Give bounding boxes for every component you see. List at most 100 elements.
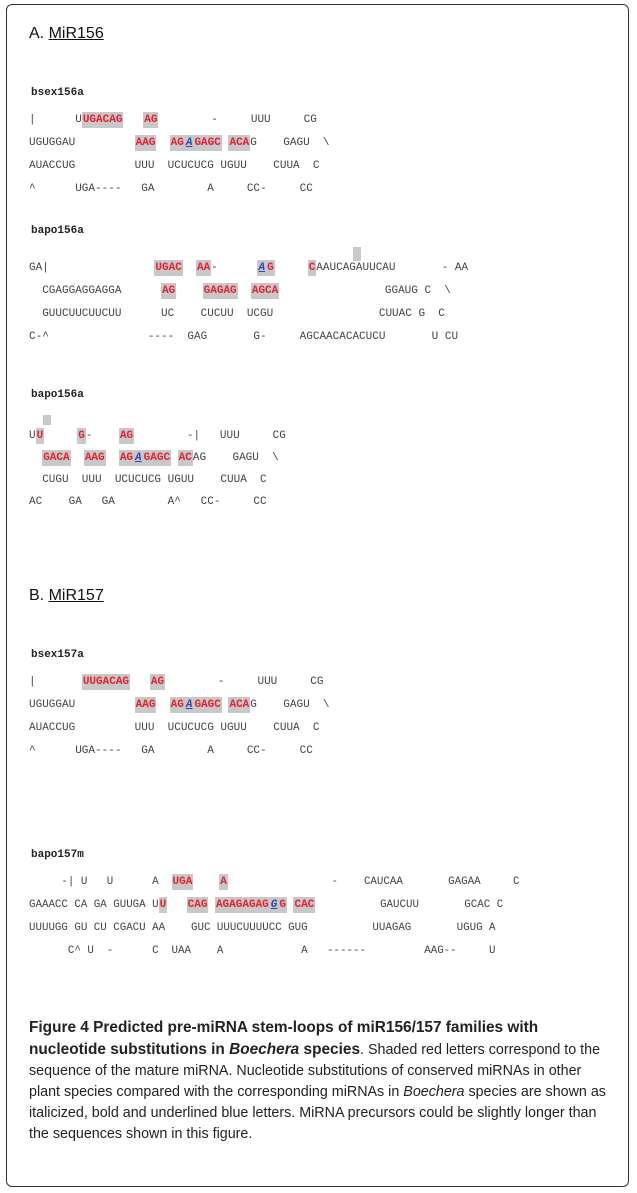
- sequence-line: C^ U - C UAA A A ------ AAG-- U: [29, 940, 519, 963]
- sequence-segment: AAUCAGAUUCAU - AA: [316, 262, 469, 274]
- substitution-nucleotide: A: [184, 135, 194, 151]
- structure-bsex156a: | UUGACAG AG - UUU CG UGUGGAU AAG AG A GAGC…: [29, 109, 330, 201]
- sequence-segment: G GAGU \: [250, 137, 330, 149]
- figure-caption: Figure 4 Predicted pre-miRNA stem-loops …: [29, 1017, 609, 1145]
- sequence-segment: [44, 430, 77, 442]
- sequence-segment: [156, 699, 169, 711]
- mature-mirna-segment: UGAC: [154, 260, 183, 276]
- sequence-line: GUUCUUCUUCUU UC CUCUU UCGU CUUAC G C: [29, 303, 468, 326]
- sequence-segment: [208, 899, 214, 911]
- mature-mirna-segment: AG: [118, 428, 135, 444]
- sequence-line: C-^ ---- GAG G- AGCAACACACUCU U CU: [29, 326, 468, 349]
- sequence-line: GACA AAG AG A GAGC ACAG GAGU \: [29, 447, 286, 469]
- sequence-segment: - CAUCAA GAGAA C: [227, 876, 520, 888]
- substitution-nucleotide: A: [134, 450, 143, 466]
- sequence-line: UGUGGAU AAG AG A GAGC ACAG GAGU \: [29, 132, 330, 155]
- substitution-nucleotide: A: [184, 697, 194, 713]
- sequence-line: AUACCUG UUU UCUCUCG UGUU CUUA C: [29, 155, 330, 178]
- mature-mirna-segment: AG: [143, 112, 159, 128]
- sequence-line: | UUGACAG AG - UUU CG: [29, 109, 330, 132]
- sequence-segment: ^ UGA---- GA A CC- CC: [29, 745, 313, 757]
- sequence-line: UU G- AG -| UUU CG: [29, 425, 286, 447]
- mature-mirna-segment: CAC: [293, 897, 316, 913]
- mature-mirna-segment: G: [278, 897, 287, 913]
- sequence-segment: [193, 876, 219, 888]
- sequence-segment: CGAGGAGGAGGA: [29, 285, 162, 297]
- sequence-segment: | U: [29, 114, 82, 126]
- sequence-segment: UUUUGG GU CU CGACU AA GUC UUUCUUUUCC GUG…: [29, 922, 496, 934]
- mature-mirna-segment: AG: [169, 697, 185, 713]
- mature-mirna-segment: AA: [196, 260, 212, 276]
- sequence-line: ^ UGA---- GA A CC- CC: [29, 178, 330, 201]
- sequence-segment: -| U U A: [29, 876, 172, 888]
- caption-title-period: .: [360, 1042, 364, 1058]
- sequence-segment: C^ U - C UAA A A ------ AAG-- U: [29, 945, 496, 957]
- sequence-segment: [29, 452, 42, 464]
- sequence-segment: [130, 676, 150, 688]
- sequence-line: AUACCUG UUU UCUCUCG UGUU CUUA C: [29, 717, 330, 740]
- sequence-segment: -: [211, 262, 258, 274]
- sequence-segment: UGUGGAU: [29, 699, 135, 711]
- sequence-line: | UUGACAG AG - UUU CG: [29, 671, 330, 694]
- sequence-segment: [167, 899, 186, 911]
- sequence-line: UUUUGG GU CU CGACU AA GUC UUUCUUUUCC GUG…: [29, 917, 519, 940]
- caption-body-end: species are shown as italicized, bold an…: [29, 1084, 606, 1142]
- sequence-segment: AUACCUG UUU UCUCUCG UGUU CUUA C: [29, 160, 320, 172]
- mature-mirna-segment: GAGC: [193, 135, 222, 151]
- structure-label-bsex157a: bsex157a: [31, 649, 84, 661]
- sequence-segment: GAAACC CA GA GUUGA U: [29, 899, 159, 911]
- sequence-line: CUGU UUU UCUCUCG UGUU CUUA C: [29, 469, 286, 491]
- mature-mirna-segment: GAGC: [193, 697, 222, 713]
- mature-mirna-segment: GACA: [42, 450, 71, 466]
- sequence-segment: G GAGU \: [250, 699, 330, 711]
- sequence-line: -| U U A UGA A - CAUCAA GAGAA C: [29, 871, 519, 894]
- figure-panel: A. MiR156 bsex156a | UUGACAG AG - UUU CG…: [6, 4, 629, 1187]
- sequence-segment: AC GA GA A^ CC- CC: [29, 496, 267, 508]
- caption-body: Shaded red letters correspond to the seq…: [29, 1042, 601, 1100]
- mature-mirna-segment: G: [266, 260, 275, 276]
- mature-mirna-segment: G: [77, 428, 86, 444]
- mature-mirna-segment: GAGAG: [202, 283, 238, 299]
- section-b-heading: B. MiR157: [29, 587, 104, 605]
- mature-mirna-segment: AG: [169, 135, 185, 151]
- sequence-segment: [183, 262, 196, 274]
- sequence-segment: U: [29, 430, 36, 442]
- shade-mark: [43, 415, 51, 425]
- substitution-nucleotide: G: [269, 897, 279, 913]
- sequence-segment: [275, 262, 308, 274]
- section-a-heading: A. MiR156: [29, 25, 104, 43]
- mature-mirna-segment: CAG: [186, 897, 209, 913]
- sequence-segment: [123, 114, 143, 126]
- sequence-segment: GA|: [29, 262, 155, 274]
- sequence-line: UGUGGAU AAG AG A GAGC ACAG GAGU \: [29, 694, 330, 717]
- sequence-segment: GUUCUUCUUCUU UC CUCUU UCGU CUUAC G C: [29, 308, 445, 320]
- sequence-line: AC GA GA A^ CC- CC: [29, 491, 286, 513]
- sequence-segment: [171, 452, 178, 464]
- structure-bapo157m: -| U U A UGA A - CAUCAA GAGAA C GAAACC CA…: [29, 871, 519, 963]
- sequence-segment: C-^ ---- GAG G- AGCAACACACUCU U CU: [29, 331, 459, 343]
- sequence-segment: AG GAGU \: [192, 452, 279, 464]
- mature-mirna-segment: C: [307, 260, 317, 276]
- sequence-segment: [106, 452, 119, 464]
- sequence-line: ^ UGA---- GA A CC- CC: [29, 740, 330, 763]
- sequence-segment: ^ UGA---- GA A CC- CC: [29, 183, 313, 195]
- mature-mirna-segment: ACA: [228, 697, 251, 713]
- mature-mirna-segment: U: [158, 897, 168, 913]
- structure-label-bapo156a-2: bapo156a: [31, 389, 84, 401]
- mature-mirna-segment: AGCA: [250, 283, 280, 299]
- sequence-line: CGAGGAGGAGGA AG GAGAG AGCA GGAUG C \: [29, 280, 468, 303]
- mature-mirna-segment: ACA: [228, 135, 251, 151]
- sequence-line: GAAACC CA GA GUUGA UU CAG AGAGAGAG G G CAC…: [29, 894, 519, 917]
- caption-title-text-end: species: [299, 1041, 361, 1058]
- mature-mirna-segment: AAG: [134, 697, 157, 713]
- sequence-segment: -| UUU CG: [134, 430, 286, 442]
- section-a-title: MiR156: [48, 25, 104, 42]
- mature-mirna-segment: GAGC: [142, 450, 172, 466]
- sequence-segment: [238, 285, 251, 297]
- structure-label-bsex156a: bsex156a: [31, 87, 84, 99]
- structure-bapo156a-2: UU G- AG -| UUU CG GACA AAG AG A GAGC ACAG…: [29, 425, 286, 513]
- caption-title-text: Figure 4 Predicted pre-miRNA stem-loops …: [29, 1019, 539, 1058]
- mature-mirna-segment: AG: [161, 283, 177, 299]
